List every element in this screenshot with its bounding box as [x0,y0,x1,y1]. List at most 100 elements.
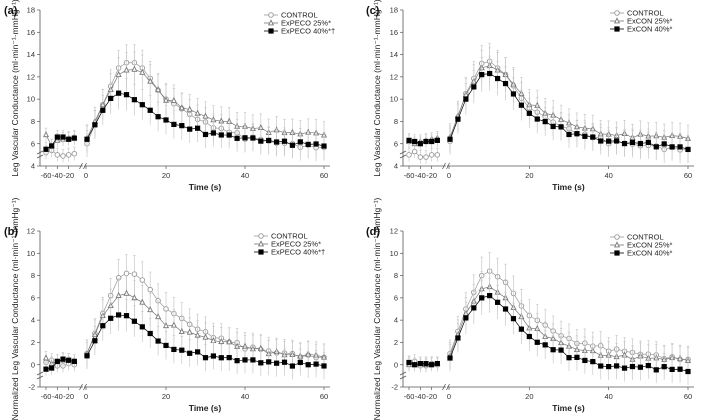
data-point [479,295,485,301]
data-point [170,96,177,103]
data-point [542,119,548,125]
data-point [202,131,209,138]
data-point [115,291,122,298]
x-axis-break [442,383,446,391]
data-point [266,359,272,365]
y-axis-label: Leg Vascular Conductance (ml·min⁻¹·mmHg⁻… [372,0,382,177]
series-2 [406,278,691,385]
data-point [613,138,620,144]
data-point [645,139,651,145]
data-point [412,362,418,368]
series-0 [43,44,327,163]
data-point [147,306,154,313]
legend-marker [613,241,621,248]
legend-marker [614,250,620,256]
y-tick-label: 14 [27,50,35,59]
x-tick-label: -60 [41,171,52,180]
chart-panel-c: 4 6 8 10 12 14 16 18 -60 -40 -20 0 20 40 60 Time (s) Leg… [366,0,694,192]
y-tick-label: 10 [390,249,398,258]
x-tick-label: 40 [604,171,612,180]
y-tick-label: 4 [31,162,35,171]
y-tick-label: 16 [27,28,35,37]
x-tick-label: 60 [684,171,692,180]
data-point [179,123,185,129]
legend-marker [267,19,275,26]
data-point [54,152,61,158]
legend-marker [613,17,621,24]
data-point [606,364,612,370]
y-tick-label: 6 [31,139,35,148]
y-tick-label: 0 [394,360,398,369]
data-point [487,70,493,77]
data-point [123,92,130,98]
y-axis-break [399,375,407,380]
data-point [406,152,412,158]
data-point [65,152,72,158]
y-tick-label: 18 [390,6,398,15]
data-point [258,360,264,366]
data-point [281,359,288,365]
data-point [417,141,423,147]
data-point [621,365,628,371]
x-tick-label: 0 [447,171,451,180]
data-point [550,123,556,130]
y-tick-label: 6 [394,293,398,302]
data-point [234,135,240,141]
data-point [510,91,517,97]
data-point [621,140,628,147]
data-point [60,356,66,362]
data-point [123,313,130,319]
data-point [195,349,201,355]
data-point [66,357,72,363]
y-tick-label: 6 [394,139,398,148]
data-point [131,97,138,103]
data-point [305,362,311,368]
legend-label: ExPECO 25%* [271,240,321,249]
y-axis-break [399,150,407,155]
data-point [210,353,217,359]
y-tick-label: 16 [390,28,398,37]
x-tick-label: 40 [241,171,249,180]
data-point [226,355,232,361]
data-point [447,355,453,361]
data-point [202,333,209,340]
data-point [179,347,185,353]
panel-letter: (c) [366,5,380,17]
x-tick-label: -20 [63,392,74,401]
data-point [502,80,509,87]
data-point [550,347,556,353]
x-tick-label: -20 [426,392,437,401]
data-point [71,135,77,141]
data-point [108,315,114,321]
data-point [131,65,138,72]
data-point [447,136,453,142]
data-point [49,143,55,149]
data-point [250,357,256,363]
data-point [526,110,532,116]
data-point [574,354,580,360]
data-point [542,342,548,348]
y-axis-break [36,150,44,155]
data-point [60,134,66,140]
panel-letter: (d) [366,226,380,238]
data-point [178,327,185,334]
data-point [429,362,435,368]
y-tick-label: 2 [31,338,35,347]
x-tick-label: 0 [84,171,88,180]
series-2 [406,55,691,163]
data-point [163,117,169,123]
data-point [417,154,424,160]
y-tick-label: 2 [394,338,398,347]
data-point [195,125,201,131]
data-point [155,114,161,120]
legend-label: CONTROL [627,233,664,242]
data-point [669,366,675,373]
data-point [289,363,296,369]
legend-label: ExCON 25%* [627,241,673,250]
data-point [434,137,440,143]
data-point [566,131,572,138]
y-axis-break [36,371,44,376]
